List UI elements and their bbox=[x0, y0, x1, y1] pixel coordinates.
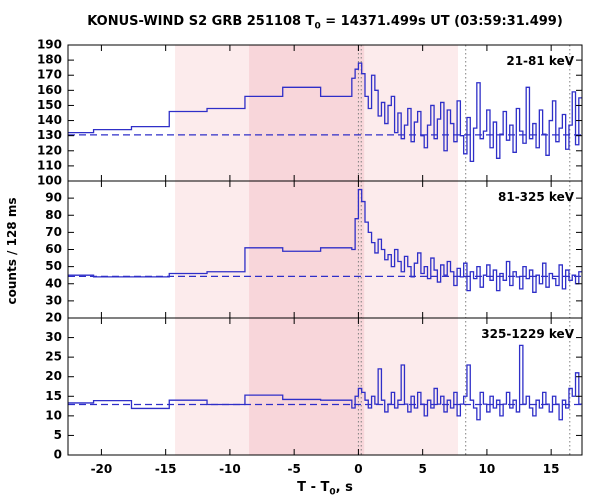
shade-region-dark bbox=[249, 45, 365, 455]
energy-band-label: 325-1229 keV bbox=[481, 327, 574, 341]
y-tick-label: 15 bbox=[45, 389, 62, 403]
chart-title-text-2: = 14371.499s UT (03:59:31.499) bbox=[320, 14, 563, 29]
y-tick-label: 180 bbox=[37, 53, 62, 67]
y-tick-label: 20 bbox=[45, 369, 62, 383]
light-curve bbox=[68, 188, 583, 293]
y-tick-label: 70 bbox=[45, 225, 62, 239]
y-axis-label: counts / 128 ms bbox=[5, 197, 19, 305]
panel-border bbox=[67, 317, 583, 456]
chart-title-sub: 0 bbox=[314, 21, 321, 32]
x-tick-label: -20 bbox=[91, 462, 113, 476]
y-tick-label: 90 bbox=[45, 191, 62, 205]
y-tick-label: 20 bbox=[45, 311, 62, 325]
y-tick-label: 25 bbox=[45, 350, 62, 364]
x-tick-label: -15 bbox=[155, 462, 177, 476]
x-axis-label-sub: 0 bbox=[329, 487, 336, 498]
x-axis-label-text-2: , s bbox=[335, 480, 353, 495]
chart-title-text: KONUS-WIND S2 GRB 251108 T bbox=[87, 14, 315, 29]
y-tick-label: 50 bbox=[45, 259, 62, 273]
energy-band-label: 21-81 keV bbox=[506, 54, 574, 68]
x-axis-label-text: T - T bbox=[297, 480, 330, 495]
y-tick-label: 30 bbox=[45, 293, 62, 307]
y-tick-label: 10 bbox=[45, 408, 62, 422]
y-tick-label: 30 bbox=[45, 330, 62, 344]
chart-title: KONUS-WIND S2 GRB 251108 T0 = 14371.499s… bbox=[68, 14, 582, 32]
x-tick-label: 15 bbox=[543, 462, 560, 476]
y-tick-label: 110 bbox=[37, 158, 62, 172]
y-tick-label: 190 bbox=[37, 38, 62, 52]
y-tick-label: 100 bbox=[37, 174, 62, 188]
y-tick-label: 40 bbox=[45, 276, 62, 290]
x-tick-label: -10 bbox=[219, 462, 241, 476]
light-curve bbox=[68, 62, 583, 163]
x-tick-label: 0 bbox=[354, 462, 362, 476]
y-tick-label: 120 bbox=[37, 143, 62, 157]
y-tick-label: 140 bbox=[37, 113, 62, 127]
y-tick-label: 150 bbox=[37, 98, 62, 112]
y-tick-label: 80 bbox=[45, 208, 62, 222]
y-tick-label: 5 bbox=[54, 428, 62, 442]
y-tick-label: 160 bbox=[37, 83, 62, 97]
energy-band-label: 81-325 keV bbox=[498, 190, 575, 204]
light-curve bbox=[68, 344, 583, 421]
y-tick-label: 130 bbox=[37, 128, 62, 142]
y-tick-label: 170 bbox=[37, 68, 62, 82]
x-tick-label: 5 bbox=[418, 462, 426, 476]
x-tick-label: -5 bbox=[287, 462, 300, 476]
panel-325-1229-keV: 0 5 10 15 20 25 30 325-1229 keV bbox=[45, 317, 583, 462]
y-tick-label: 60 bbox=[45, 242, 62, 256]
y-tick-label: 0 bbox=[54, 448, 62, 462]
x-axis-label: T - T0, s bbox=[68, 480, 582, 498]
x-tick-label: 10 bbox=[479, 462, 496, 476]
